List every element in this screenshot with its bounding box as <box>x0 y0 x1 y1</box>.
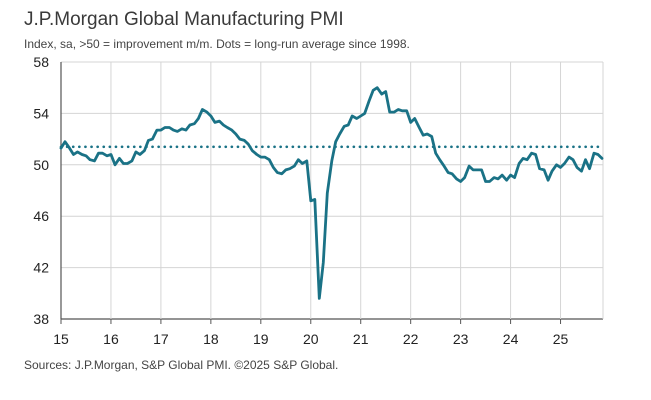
x-tick-label: 15 <box>53 331 69 347</box>
x-tick-label: 20 <box>303 331 319 347</box>
x-tick-label: 22 <box>403 331 419 347</box>
x-tick-label: 25 <box>553 331 569 347</box>
y-tick-label: 38 <box>33 311 49 327</box>
y-tick-label: 46 <box>33 208 49 224</box>
x-tick-label: 21 <box>353 331 369 347</box>
y-tick-label: 58 <box>33 54 49 70</box>
y-tick-label: 54 <box>33 105 49 121</box>
chart-source: Sources: J.P.Morgan, S&P Global PMI. ©20… <box>24 358 339 372</box>
series-layer <box>59 86 605 300</box>
x-tick-label: 23 <box>453 331 469 347</box>
grid-layer <box>60 61 604 320</box>
x-tick-label: 19 <box>253 331 269 347</box>
pmi-series-line <box>59 86 604 300</box>
y-tick-label: 50 <box>33 157 49 173</box>
x-axis: 15 16 17 18 19 20 21 22 23 24 25 <box>53 319 569 347</box>
y-axis: 38 42 46 50 54 58 <box>33 54 49 327</box>
chart-subtitle: Index, sa, >50 = improvement m/m. Dots =… <box>24 37 410 51</box>
x-tick-label: 18 <box>203 331 219 347</box>
x-tick-label: 16 <box>103 331 119 347</box>
chart-title: J.P.Morgan Global Manufacturing PMI <box>24 9 344 30</box>
x-tick-label: 17 <box>153 331 169 347</box>
x-tick-label: 24 <box>503 331 519 347</box>
y-tick-label: 42 <box>33 260 49 276</box>
